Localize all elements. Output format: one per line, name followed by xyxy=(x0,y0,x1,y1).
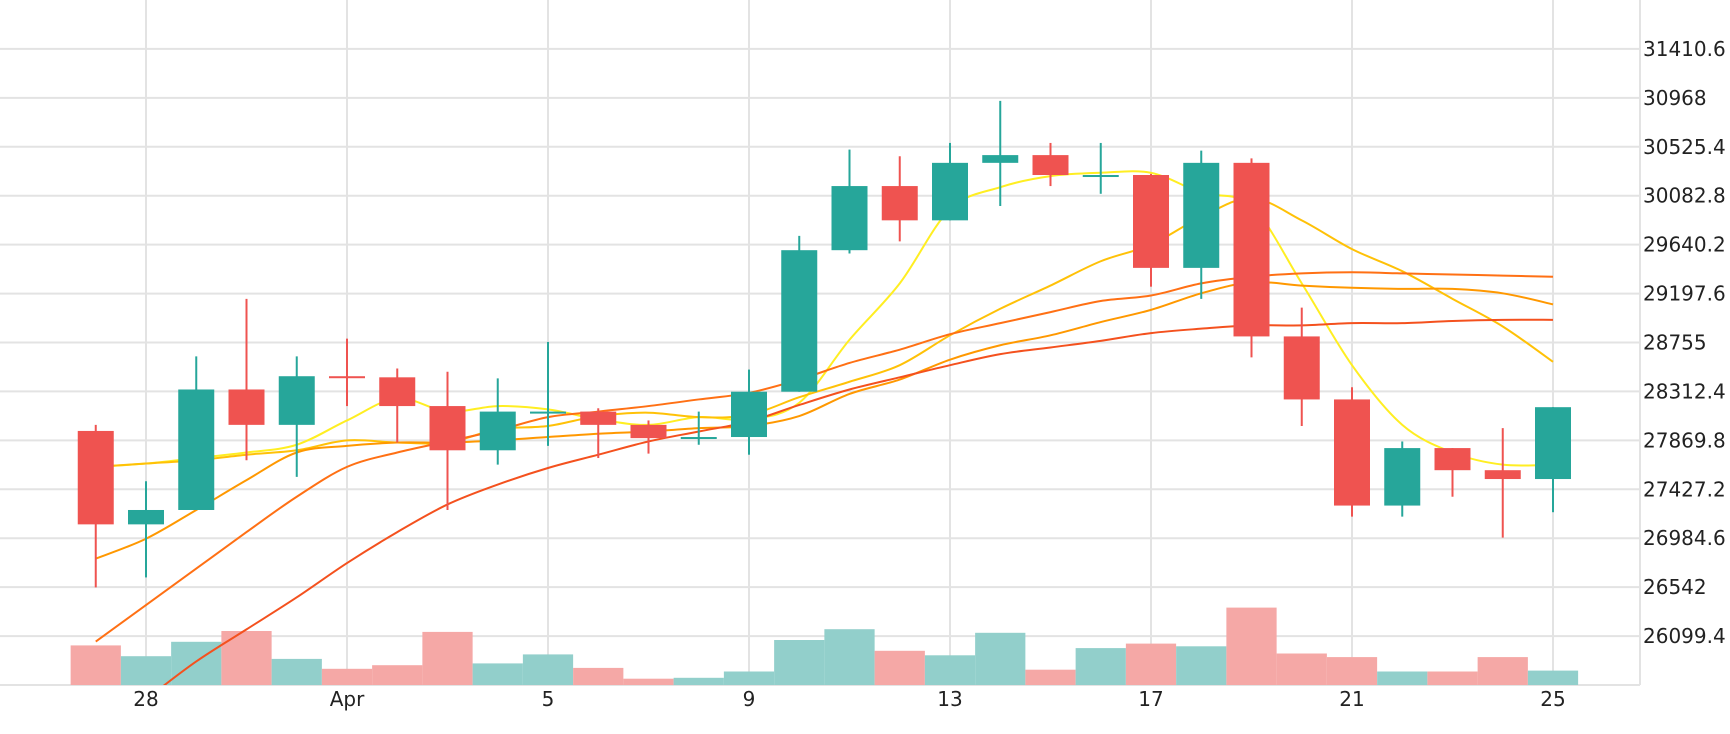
candle-body-up xyxy=(932,162,968,221)
candle-body-down xyxy=(1233,162,1270,337)
volume-bar xyxy=(1025,669,1076,685)
candle-body-up xyxy=(178,389,215,510)
y-tick-label: 26542 xyxy=(1643,575,1707,599)
volume-bar xyxy=(723,671,775,685)
candle-layer xyxy=(77,100,1571,588)
y-tick-label: 27869.8 xyxy=(1643,428,1726,452)
x-tick-label: 17 xyxy=(1138,687,1163,711)
candle-body-down xyxy=(77,430,114,525)
volume-bar xyxy=(221,631,272,685)
x-tick-label: 9 xyxy=(743,687,756,711)
volume-bar xyxy=(1477,657,1528,685)
candle-body-up xyxy=(1535,407,1571,480)
candle-body-down xyxy=(228,389,265,425)
y-tick-label: 30525.4 xyxy=(1643,135,1726,159)
volume-bar xyxy=(271,658,322,685)
candle-body-up xyxy=(530,411,566,414)
volume-bar xyxy=(321,668,373,685)
candle-body-down xyxy=(1484,470,1521,480)
volume-bar xyxy=(824,629,875,685)
volume-bar xyxy=(120,656,172,685)
volume-bar xyxy=(522,654,574,685)
volume-bar xyxy=(1176,646,1227,685)
candle-body-down xyxy=(1283,336,1320,400)
candle-body-up xyxy=(731,391,767,438)
volume-bar xyxy=(171,641,222,685)
candle-body-down xyxy=(429,406,466,451)
y-tick-label: 28312.4 xyxy=(1643,379,1726,403)
volume-bar xyxy=(623,678,674,685)
volume-bar xyxy=(1377,671,1428,685)
y-tick-label: 30968 xyxy=(1643,86,1707,110)
candle-body-up xyxy=(680,437,717,440)
volume-bar xyxy=(975,632,1026,685)
moving-average-line xyxy=(95,280,1554,560)
volume-bar xyxy=(1125,643,1177,685)
x-tick-label: 21 xyxy=(1339,687,1364,711)
candle-body-up xyxy=(479,411,516,451)
y-tick-label: 30082.8 xyxy=(1643,184,1726,208)
candle-body-up xyxy=(781,250,818,392)
x-tick-label: 25 xyxy=(1540,687,1565,711)
candle-body-up xyxy=(278,376,315,425)
volume-bar xyxy=(372,665,423,685)
y-tick-label: 29197.6 xyxy=(1643,282,1726,306)
volume-bar xyxy=(573,667,624,685)
moving-average-line xyxy=(162,318,1554,685)
candle-body-up xyxy=(982,155,1019,163)
x-tick-label: 28 xyxy=(133,687,158,711)
volume-bar xyxy=(774,640,825,685)
volume-layer xyxy=(70,607,1579,685)
volume-bar xyxy=(1427,671,1478,685)
candle-body-up xyxy=(1384,448,1421,506)
moving-average-line xyxy=(95,197,1554,468)
candle-body-down xyxy=(1032,155,1069,176)
volume-bar xyxy=(1226,607,1277,685)
candle-body-down xyxy=(630,424,667,439)
candle-body-down xyxy=(580,411,617,425)
candle-body-down xyxy=(1334,399,1370,506)
y-tick-label: 26099.4 xyxy=(1643,624,1726,648)
candle-body-up xyxy=(1183,162,1220,268)
y-tick-label: 28755 xyxy=(1643,331,1707,355)
volume-bar xyxy=(70,645,121,685)
candle-body-down xyxy=(1434,448,1471,471)
axis-layer: 26099.4 26542 26984.6 27427.2 27869.8 28312.4… xyxy=(133,37,1725,711)
y-tick-label: 31410.6 xyxy=(1643,37,1726,61)
moving-average-line xyxy=(95,170,1554,468)
volume-bar xyxy=(673,677,724,685)
candle-body-down xyxy=(1133,175,1169,268)
y-tick-label: 27427.2 xyxy=(1643,477,1726,501)
volume-bar xyxy=(472,663,523,685)
candle-body-up xyxy=(128,509,164,525)
y-tick-label: 29640.2 xyxy=(1643,233,1726,257)
x-tick-label: Apr xyxy=(330,687,365,711)
volume-bar xyxy=(1527,670,1579,685)
candle-body-down xyxy=(881,186,918,221)
y-tick-label: 26984.6 xyxy=(1643,526,1726,550)
moving-average-layer xyxy=(95,170,1554,685)
x-tick-label: 13 xyxy=(937,687,962,711)
volume-bar xyxy=(1326,657,1378,685)
candle-body-up xyxy=(831,186,868,251)
volume-bar xyxy=(1276,653,1327,685)
candle-body-down xyxy=(379,377,416,407)
volume-bar xyxy=(1075,648,1126,685)
candle-body-down xyxy=(329,376,365,379)
volume-bar xyxy=(422,631,473,685)
volume-bar xyxy=(924,655,976,685)
volume-bar xyxy=(874,650,925,685)
x-tick-label: 5 xyxy=(542,687,555,711)
moving-average-line xyxy=(95,271,1554,643)
candle-body-up xyxy=(1082,175,1119,178)
